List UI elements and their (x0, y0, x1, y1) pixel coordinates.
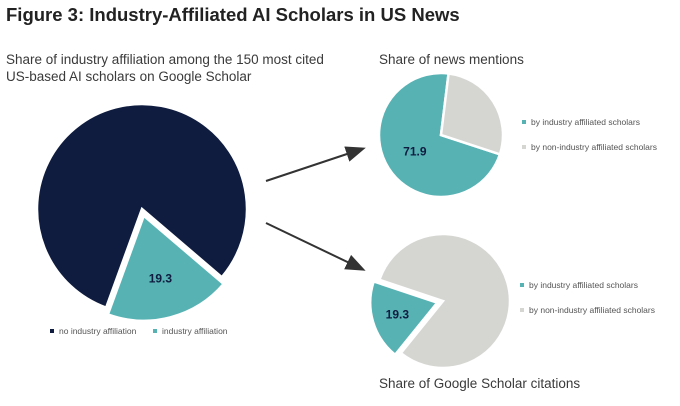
citations-legend-non-industry: by non-industry affiliated scholars (520, 305, 655, 315)
slice-non-industry (439, 72, 505, 156)
citations-pie-chart: 19.3 (369, 232, 512, 370)
legend-industry: industry affiliation (153, 326, 228, 336)
news-legend-industry: by industry affiliated scholars (522, 117, 640, 127)
slice-industry (106, 213, 226, 322)
legend-swatch-teal (520, 283, 524, 287)
legend-label: no industry affiliation (59, 326, 137, 336)
citations-legend-industry: by industry affiliated scholars (520, 280, 638, 290)
legend-swatch-teal (522, 120, 526, 124)
legend-label: by industry affiliated scholars (531, 117, 640, 127)
slice-data-label: 71.9 (403, 145, 427, 159)
news-legend-non-industry: by non-industry affiliated scholars (522, 142, 657, 152)
slice-industry (369, 279, 440, 357)
legend-swatch-grey (522, 145, 526, 149)
main-pie-title: Share of industry affiliation among the … (6, 52, 324, 84)
slice-data-label: 19.3 (149, 272, 173, 286)
legend-swatch-navy (50, 329, 54, 333)
legend-label: industry affiliation (162, 326, 228, 336)
citations-pie-title: Share of Google Scholar citations (379, 376, 581, 391)
legend-no-industry: no industry affiliation (50, 326, 136, 336)
slice-data-label: 19.3 (386, 307, 410, 321)
news-pie-chart: 71.9 (377, 71, 505, 199)
legend-label: by non-industry affiliated scholars (531, 142, 657, 152)
main-pie-chart: 19.3 (35, 102, 249, 322)
arrow-to-news (265, 146, 366, 182)
slice-industry (377, 71, 502, 199)
slice-non-industry (377, 232, 512, 370)
slice-no-industry (35, 102, 249, 310)
figure-title: Figure 3: Industry-Affiliated AI Scholar… (6, 4, 460, 25)
legend-swatch-teal (153, 329, 157, 333)
news-pie-title: Share of news mentions (379, 52, 524, 67)
legend-swatch-grey (520, 308, 524, 312)
arrow-to-citations (265, 222, 366, 271)
legend-label: by non-industry affiliated scholars (529, 305, 655, 315)
legend-label: by industry affiliated scholars (529, 280, 638, 290)
